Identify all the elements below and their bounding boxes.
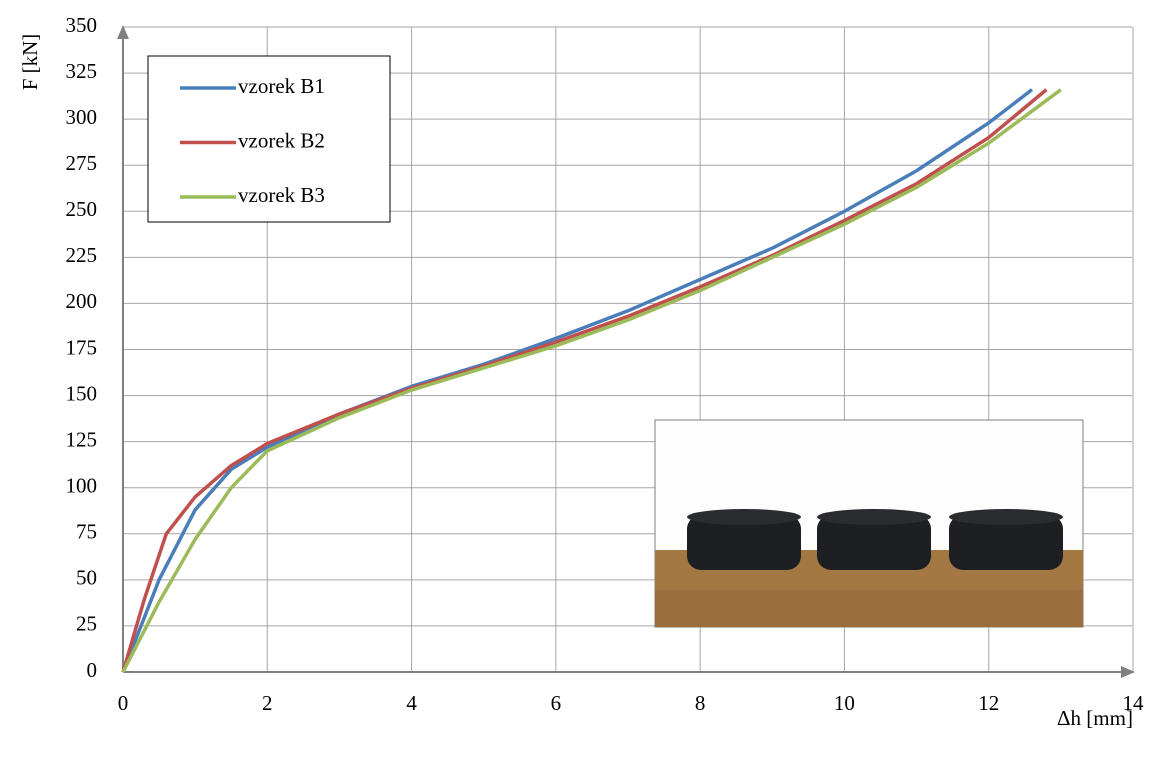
y-tick-label: 125 [66,427,98,451]
data-line [121,88,1062,673]
y-tick-label: 150 [66,381,98,405]
data-line [121,88,1034,673]
legend-label: vzorek B1 [238,74,325,98]
legend-label: vzorek B3 [238,183,325,207]
y-tick-label: 275 [66,151,98,175]
x-tick-label: 8 [695,691,706,715]
x-tick-label: 14 [1123,691,1145,715]
x-tick-label: 12 [978,691,999,715]
x-tick-label: 2 [262,691,273,715]
y-tick-label: 225 [66,243,98,267]
x-axis-arrow [1121,666,1135,678]
y-tick-label: 250 [66,197,98,221]
x-tick-label: 4 [406,691,417,715]
y-tick-label: 50 [76,566,97,590]
legend-box [147,55,391,223]
y-tick-label: 175 [66,335,98,359]
y-tick-label: 25 [76,612,97,636]
data-line [121,88,1048,673]
x-axis-label: Δh [mm] [1057,706,1133,730]
inset-photo [654,419,1084,628]
y-tick-label: 100 [66,474,98,498]
y-axis-label: F [kN] [18,34,42,91]
x-tick-label: 0 [118,691,129,715]
y-tick-label: 300 [66,105,98,129]
y-tick-label: 325 [66,59,98,83]
legend: vzorek B1 vzorek B2 vzorek B3 [147,55,391,223]
legend-label: vzorek B2 [238,128,325,152]
y-tick-label: 0 [87,658,98,682]
y-tick-label: 350 [66,13,98,37]
x-tick-label: 6 [551,691,562,715]
y-tick-label: 75 [76,520,97,544]
y-tick-label: 200 [66,289,98,313]
x-tick-label: 10 [834,691,855,715]
y-axis-arrow [117,25,129,39]
